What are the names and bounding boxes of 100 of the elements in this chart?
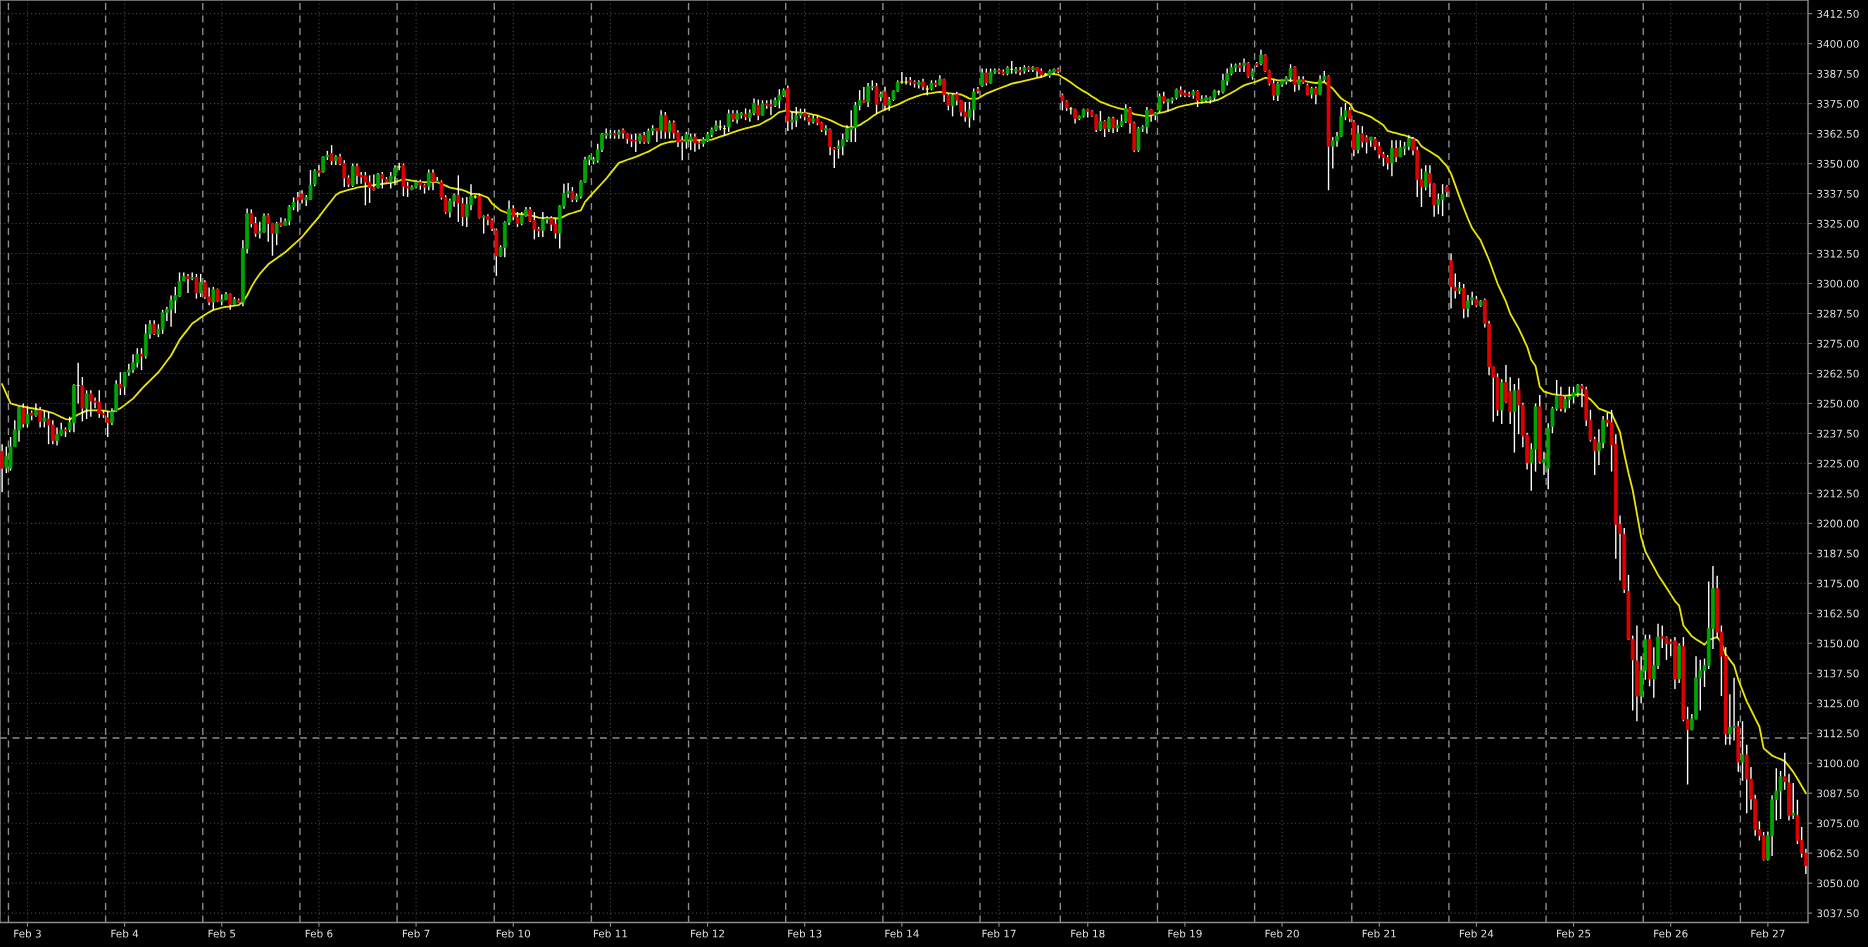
x-tick-label: Feb 11 xyxy=(593,929,627,938)
candlestick xyxy=(726,108,731,133)
y-tick-label: 3312.50 xyxy=(1817,249,1859,258)
y-tick-label: 3237.50 xyxy=(1817,429,1859,438)
candlestick xyxy=(50,419,55,445)
candlestick xyxy=(1356,124,1360,155)
candlestick xyxy=(448,197,452,219)
candlestick xyxy=(274,221,279,246)
y-tick-label: 3275.00 xyxy=(1817,339,1859,348)
candlestick xyxy=(1461,283,1466,319)
candlestick xyxy=(4,445,9,474)
candlestick xyxy=(355,162,359,185)
candlestick xyxy=(131,353,135,374)
candlestick xyxy=(1364,134,1369,155)
candlestick xyxy=(118,371,123,396)
x-tick-label: Feb 7 xyxy=(402,929,430,938)
y-tick-label: 3287.50 xyxy=(1817,309,1859,318)
candlestick xyxy=(211,286,216,311)
x-tick-label: Feb 27 xyxy=(1751,929,1785,938)
candlestick xyxy=(828,127,832,156)
candlestick xyxy=(169,294,173,328)
candlestick xyxy=(456,174,461,223)
candlestick xyxy=(866,82,870,108)
candlestick xyxy=(97,389,102,419)
y-tick-label: 3150.00 xyxy=(1817,639,1859,648)
candlestick xyxy=(1242,57,1246,73)
candlestick xyxy=(21,402,26,429)
candlestick xyxy=(367,174,372,204)
y-tick-label: 3325.00 xyxy=(1817,219,1859,228)
y-tick-label: 3175.00 xyxy=(1817,579,1859,588)
y-tick-label: 3400.00 xyxy=(1817,39,1859,48)
candlestick xyxy=(862,86,866,104)
candlestick xyxy=(160,309,165,335)
candlestick xyxy=(371,173,376,192)
candlestick xyxy=(1136,126,1141,153)
candlestick xyxy=(1390,139,1394,177)
candlestick xyxy=(393,164,397,186)
y-tick-label: 3300.00 xyxy=(1817,279,1859,288)
y-tick-label: 3225.00 xyxy=(1817,459,1859,468)
candlestick xyxy=(46,411,51,445)
candlestick xyxy=(266,212,271,243)
y-tick-label: 3350.00 xyxy=(1817,159,1859,168)
candlestick xyxy=(317,164,321,178)
candlestick xyxy=(553,217,558,240)
x-tick-label: Feb 10 xyxy=(496,929,531,938)
candlestick xyxy=(832,146,837,169)
candlestick xyxy=(900,71,904,85)
x-tick-label: Feb 20 xyxy=(1265,929,1299,938)
candlestick xyxy=(186,273,190,294)
candlestick xyxy=(697,138,701,150)
x-tick-label: Feb 19 xyxy=(1168,929,1202,938)
x-tick-label: Feb 5 xyxy=(208,929,236,938)
y-tick-label: 3037.50 xyxy=(1817,909,1859,918)
x-tick-label: Feb 26 xyxy=(1654,929,1688,938)
candlestick xyxy=(135,347,140,369)
candlestick xyxy=(401,162,406,197)
candlestick xyxy=(363,171,368,207)
candlestick xyxy=(904,76,908,86)
candlestick xyxy=(1567,385,1572,409)
candlestick xyxy=(874,82,879,115)
x-tick-label: Feb 18 xyxy=(1071,929,1105,938)
candlestick xyxy=(105,409,110,438)
y-tick-label: 3212.50 xyxy=(1817,489,1859,498)
x-tick-label: Feb 21 xyxy=(1362,929,1396,938)
candlestick xyxy=(1660,624,1665,649)
y-tick-label: 3262.50 xyxy=(1817,369,1859,378)
candlestick xyxy=(481,214,486,235)
candlestick xyxy=(1791,782,1796,820)
candlestick xyxy=(617,129,621,140)
candlestick xyxy=(295,191,300,213)
candlestick xyxy=(680,135,685,161)
y-tick-label: 3075.00 xyxy=(1817,819,1859,828)
candlestick xyxy=(1394,139,1398,163)
candlestick xyxy=(1740,720,1745,782)
candlestick xyxy=(794,106,799,128)
candlestick xyxy=(1157,92,1162,113)
y-tick-label: 3062.50 xyxy=(1817,849,1859,858)
candlestick xyxy=(1069,106,1073,116)
candlestick xyxy=(1145,106,1149,135)
candlestick xyxy=(139,347,144,371)
y-tick-label: 3100.00 xyxy=(1817,759,1859,768)
candlestick xyxy=(823,124,828,136)
x-tick-label: Feb 3 xyxy=(14,929,41,938)
candlestick xyxy=(950,92,955,118)
candlestick xyxy=(143,323,148,360)
x-tick-label: Feb 14 xyxy=(885,929,919,938)
candlestick xyxy=(1436,192,1441,215)
y-tick-label: 3137.50 xyxy=(1817,669,1859,678)
candlestick xyxy=(633,132,638,153)
candlestick xyxy=(1330,136,1335,170)
y-tick-label: 3412.50 xyxy=(1817,9,1859,18)
candlestick xyxy=(1166,98,1170,112)
candlestick xyxy=(84,389,89,420)
candlestick xyxy=(1292,65,1297,93)
candlestick xyxy=(777,88,782,110)
candlestick xyxy=(0,443,4,493)
candlestick xyxy=(693,132,697,153)
x-tick-label: Feb 12 xyxy=(691,929,725,938)
y-tick-label: 3250.00 xyxy=(1817,399,1859,408)
y-tick-label: 3112.50 xyxy=(1817,729,1859,738)
